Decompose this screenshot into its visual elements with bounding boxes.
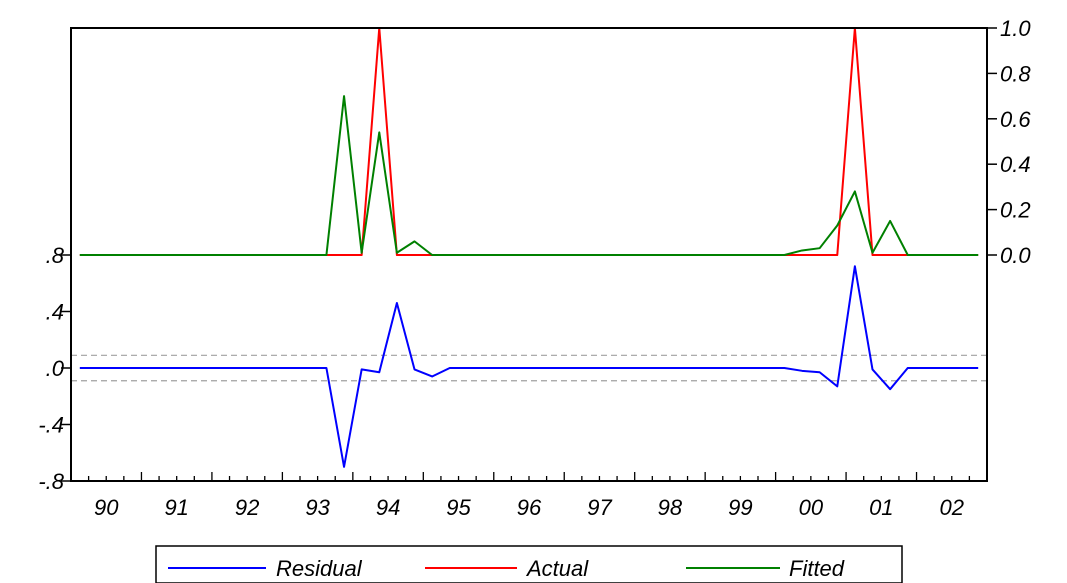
- right-axis-tick-label: 0.0: [1000, 243, 1031, 268]
- left-axis: .8 .4 .0 -.4 -.8: [38, 243, 71, 494]
- series-lines: [79, 27, 979, 468]
- right-axis-tick-label: 0.8: [1000, 61, 1031, 86]
- left-axis-tick-label: .0: [46, 356, 65, 381]
- x-axis-tick-label: 98: [658, 495, 683, 520]
- legend-box: [155, 545, 903, 583]
- std-error-bands: [71, 354, 987, 382]
- x-axis-tick-label: 90: [94, 495, 119, 520]
- x-axis-tick-label: 97: [587, 495, 612, 520]
- legend-label-actual: Actual: [525, 556, 589, 581]
- right-axis-tick-label: 0.6: [1000, 107, 1031, 132]
- series-line-actual: [79, 27, 979, 256]
- right-axis-tick-label: 0.2: [1000, 198, 1031, 223]
- right-axis: 1.0 0.8 0.6 0.4 0.2 0.0: [987, 16, 1031, 268]
- x-axis-tick-label: 91: [164, 495, 188, 520]
- series-line-fitted: [79, 95, 979, 256]
- left-axis-tick-label: -.4: [38, 413, 64, 438]
- x-axis-tick-label: 93: [305, 495, 330, 520]
- legend: Residual Actual Fitted: [155, 545, 903, 583]
- left-axis-tick-label: .8: [46, 243, 65, 268]
- x-axis: 90 91 92 93 94 95 96 97 98 99 00 01 02: [70, 472, 988, 520]
- x-axis-tick-label: 02: [940, 495, 964, 520]
- series-line-residual: [79, 265, 979, 468]
- x-axis-tick-label: 94: [376, 495, 400, 520]
- legend-label-fitted: Fitted: [789, 556, 845, 581]
- x-axis-tick-label: 99: [728, 495, 752, 520]
- x-axis-tick-label: 92: [235, 495, 259, 520]
- right-axis-tick-label: 0.4: [1000, 152, 1031, 177]
- x-axis-tick-label: 95: [446, 495, 471, 520]
- left-axis-tick-label: .4: [46, 300, 64, 325]
- left-axis-tick-label: -.8: [38, 469, 64, 494]
- x-axis-tick-label: 96: [517, 495, 542, 520]
- x-axis-tick-label: 01: [869, 495, 893, 520]
- legend-label-residual: Residual: [276, 556, 363, 581]
- x-axis-tick-label: 00: [799, 495, 824, 520]
- right-axis-tick-label: 1.0: [1000, 16, 1031, 41]
